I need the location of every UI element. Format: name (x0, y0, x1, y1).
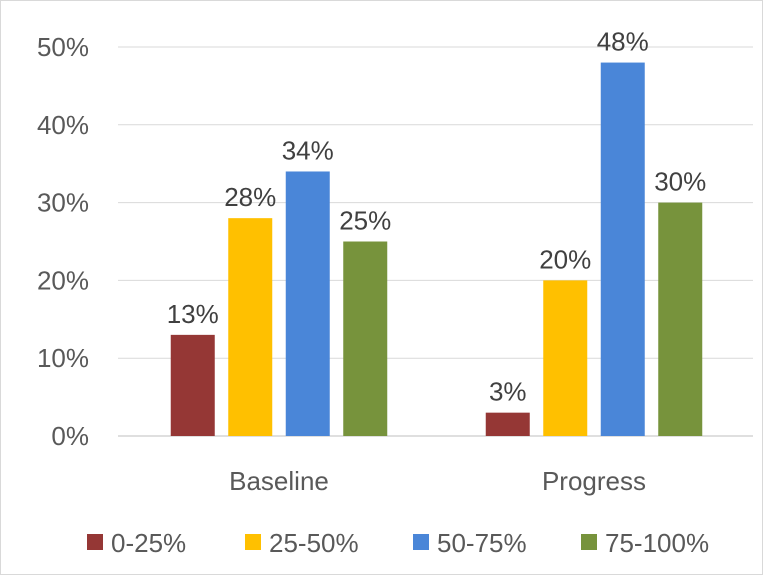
y-tick-label: 30% (37, 188, 89, 218)
x-tick-label: Baseline (229, 466, 329, 496)
bar-25-50%-Progress (543, 280, 588, 436)
bar-50-75%-Baseline (285, 171, 330, 437)
bar-75-100%-Baseline (343, 241, 388, 436)
data-label: 28% (224, 182, 276, 212)
data-label: 34% (282, 135, 334, 165)
data-label: 3% (489, 377, 527, 407)
bar-0-25%-Progress (485, 412, 530, 436)
legend-label: 25-50% (269, 528, 359, 558)
bar-50-75%-Progress (600, 62, 645, 437)
gridlines (118, 46, 753, 437)
legend-item-0-25%: 0-25% (87, 528, 186, 558)
x-tick-label: Progress (542, 466, 646, 496)
data-label: 30% (654, 167, 706, 197)
bar-0-25%-Baseline (170, 334, 215, 436)
data-label: 25% (339, 206, 391, 236)
legend-item-75-100%: 75-100% (581, 528, 709, 558)
data-label: 20% (539, 244, 591, 274)
legend-label: 0-25% (111, 528, 186, 558)
legend-label: 50-75% (437, 528, 527, 558)
x-axis: Baseline Progress (229, 466, 646, 496)
y-tick-label: 50% (37, 32, 89, 62)
y-tick-label: 10% (37, 343, 89, 373)
legend-swatch (413, 534, 429, 550)
y-tick-label: 40% (37, 110, 89, 140)
bar-75-100%-Progress (658, 202, 703, 436)
legend-item-25-50%: 25-50% (245, 528, 359, 558)
y-axis-tick-labels: 0% 10% 20% 30% 40% 50% (37, 32, 89, 451)
data-labels: 13% 28%34% 25% 3% 20% 48% 30% (167, 27, 707, 407)
legend-label: 75-100% (605, 528, 709, 558)
legend-swatch (581, 534, 597, 550)
legend-swatch (87, 534, 103, 550)
y-tick-label: 0% (51, 421, 89, 451)
legend-swatch (245, 534, 261, 550)
data-label: 13% (167, 299, 219, 329)
legend-item-50-75%: 50-75% (413, 528, 527, 558)
y-tick-label: 20% (37, 265, 89, 295)
data-label: 48% (597, 27, 649, 57)
bars (170, 62, 703, 437)
bar-25-50%-Baseline (228, 218, 273, 436)
legend: 0-25% 25-50% 50-75% 75-100% (87, 528, 709, 558)
